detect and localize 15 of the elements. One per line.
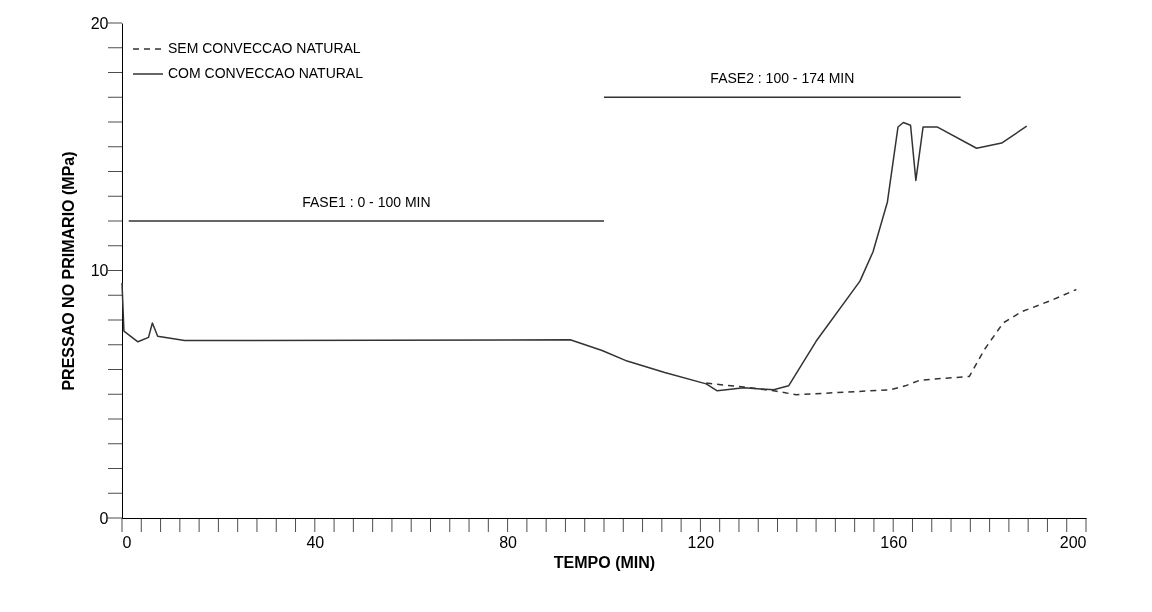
x-tick-label: 80 [499, 533, 518, 551]
y-tick-label: 10 [90, 262, 109, 279]
x-tick-label: 160 [880, 533, 908, 551]
y-axis-title: PRESSAO NO PRIMARIO (MPa) [59, 151, 77, 391]
x-tick-label: 0 [122, 533, 132, 551]
y-tick-label: 0 [99, 509, 109, 527]
annotation: FASE1 : 0 - 100 MIN [302, 194, 431, 210]
annotation: FASE2 : 100 - 174 MIN [710, 70, 855, 87]
x-tick-label: 40 [306, 533, 325, 551]
x-tick-label: 120 [687, 533, 715, 551]
legend-label: COM CONVECCAO NATURAL [168, 65, 364, 81]
y-tick-label: 20 [90, 14, 109, 32]
x-axis-title: TEMPO (MIN) [553, 553, 656, 571]
x-tick-label: 200 [1059, 533, 1087, 551]
legend-label: SEM CONVECCAO NATURAL [168, 40, 361, 56]
